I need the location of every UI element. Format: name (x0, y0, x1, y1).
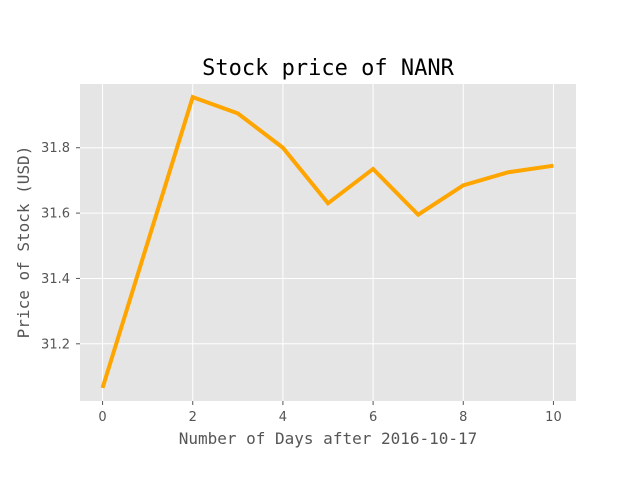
plot-area (80, 84, 576, 401)
x-tick-label: 2 (189, 410, 197, 425)
y-axis-ticks: 31.2 31.4 31.6 31.8 (41, 141, 80, 352)
x-tick-label: 6 (369, 410, 377, 425)
x-axis-label: Number of Days after 2016-10-17 (179, 429, 478, 448)
y-tick-label: 31.6 (41, 207, 70, 222)
y-gridlines (80, 147, 576, 345)
series-layer (100, 94, 554, 389)
x-axis-ticks: 0 2 4 6 8 10 (98, 401, 562, 425)
series-line-0 (100, 94, 554, 389)
y-tick-label: 31.2 (41, 337, 70, 352)
x-tick-label: 8 (459, 410, 467, 425)
x-tick-label: 0 (98, 410, 106, 425)
y-axis-label: Price of Stock (USD) (14, 146, 33, 339)
chart-title: Stock price of NANR (202, 56, 454, 81)
x-tick-label: 4 (279, 410, 287, 425)
x-tick-label: 10 (545, 410, 562, 425)
y-tick-label: 31.4 (41, 272, 70, 287)
x-gridlines (102, 84, 554, 401)
y-tick-label: 31.8 (41, 141, 70, 156)
